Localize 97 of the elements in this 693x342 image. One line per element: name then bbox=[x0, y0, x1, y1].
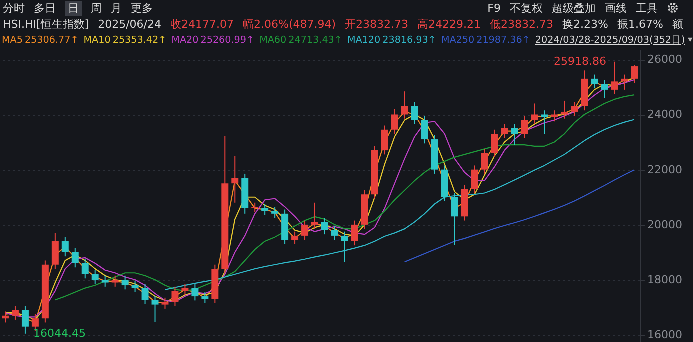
candlestick bbox=[491, 129, 498, 158]
y-tick-label: 16000 bbox=[648, 328, 682, 342]
candlestick bbox=[102, 275, 109, 288]
candlestick bbox=[451, 192, 458, 246]
annotation: 16044.45 bbox=[33, 326, 86, 340]
text: 低23832.73 bbox=[490, 16, 554, 32]
text: MA10 bbox=[84, 34, 111, 46]
candlestick bbox=[272, 206, 279, 219]
text: 超级叠加 bbox=[552, 0, 596, 16]
candlestick bbox=[302, 220, 309, 241]
text: 画线 bbox=[605, 0, 627, 16]
candlestick bbox=[501, 124, 508, 139]
candlestick bbox=[351, 220, 358, 246]
candlestick bbox=[292, 231, 299, 245]
candlestick bbox=[591, 74, 598, 90]
text: 换2.23% bbox=[562, 16, 608, 32]
line-series bbox=[54, 94, 636, 301]
candlestick bbox=[541, 110, 548, 135]
candlestick bbox=[152, 295, 159, 323]
line-series bbox=[404, 170, 636, 263]
text: 额 bbox=[672, 16, 684, 32]
candlestick bbox=[2, 311, 9, 324]
candlestick bbox=[192, 284, 199, 302]
candlestick bbox=[182, 284, 189, 296]
candlestick bbox=[381, 125, 388, 156]
candlestick bbox=[481, 148, 488, 174]
candlestick bbox=[12, 306, 19, 320]
text: 不复权 bbox=[510, 0, 543, 16]
text: 21987.36↑ bbox=[476, 34, 530, 46]
text: 振1.67% bbox=[617, 16, 664, 32]
text: 开23832.73 bbox=[345, 16, 409, 32]
y-tick-label: 22000 bbox=[648, 163, 682, 176]
candlestick bbox=[601, 80, 608, 99]
text: 23816.93↑ bbox=[382, 34, 436, 46]
candlestick bbox=[232, 156, 239, 204]
candlestick bbox=[551, 110, 558, 122]
candlestick bbox=[172, 286, 179, 307]
text: 多日 bbox=[34, 0, 56, 16]
candlestick bbox=[341, 231, 348, 263]
candlestick bbox=[112, 275, 119, 288]
candlestick bbox=[62, 236, 69, 258]
candlestick bbox=[471, 165, 478, 194]
candlestick bbox=[132, 280, 139, 293]
text: 日 bbox=[65, 0, 82, 16]
candlestick bbox=[631, 64, 638, 84]
text: MA60 bbox=[260, 34, 287, 46]
candlestick bbox=[322, 218, 328, 236]
candlestick bbox=[142, 284, 149, 305]
text: 2025/06/24 bbox=[98, 18, 162, 30]
y-tick-label: 18000 bbox=[648, 274, 682, 287]
candlestick bbox=[521, 116, 528, 139]
candlestick bbox=[252, 202, 259, 214]
candlestick bbox=[262, 204, 269, 216]
text: HSI.HI[恒生指数] bbox=[3, 16, 90, 32]
text: 月 bbox=[111, 0, 122, 16]
candlestick bbox=[202, 292, 209, 304]
y-tick-label: 20000 bbox=[648, 218, 682, 232]
candlestick bbox=[22, 306, 29, 334]
text: 25353.42↑ bbox=[112, 34, 167, 46]
text: 收24177.07 bbox=[170, 16, 234, 32]
candlestick bbox=[72, 248, 79, 268]
candlestick bbox=[571, 102, 578, 117]
text: MA20 bbox=[172, 34, 199, 46]
candlestick bbox=[331, 226, 338, 241]
text: 24713.43↑ bbox=[288, 34, 342, 46]
line-series bbox=[164, 119, 636, 290]
candlestick bbox=[312, 202, 318, 230]
candlestick bbox=[511, 124, 518, 146]
candlestick bbox=[561, 100, 568, 120]
text: 高24229.21 bbox=[418, 16, 482, 32]
candlestick bbox=[92, 270, 99, 285]
y-tick-label: 26000 bbox=[648, 53, 682, 66]
candlestick bbox=[531, 103, 538, 125]
text: 2024/03/28-2025/09/03(352日) bbox=[535, 34, 686, 46]
text: MA5 bbox=[2, 34, 23, 46]
candlestick bbox=[391, 108, 398, 135]
candlestick bbox=[52, 232, 59, 270]
candlestick bbox=[421, 116, 428, 144]
candlestick bbox=[82, 258, 89, 280]
text: 工具 bbox=[636, 0, 658, 16]
text: 幅2.06%(487.94) bbox=[243, 16, 336, 32]
text: MA120 bbox=[347, 34, 381, 46]
text: 周 bbox=[91, 0, 102, 16]
text: 25260.99↑ bbox=[200, 34, 255, 46]
text: 分时 bbox=[3, 0, 25, 16]
text: F9 bbox=[488, 2, 501, 14]
text: 25306.77↑ bbox=[24, 34, 79, 46]
text: 更多 bbox=[131, 0, 153, 16]
annotation: 25918.86 bbox=[554, 54, 607, 68]
candlestick bbox=[621, 74, 628, 90]
candlestick bbox=[611, 61, 618, 95]
candlestick bbox=[162, 297, 169, 310]
y-tick-label: 24000 bbox=[648, 108, 682, 122]
candlestick bbox=[401, 91, 408, 120]
text: MA250 bbox=[441, 34, 475, 46]
candlestick bbox=[122, 275, 129, 290]
candlestick bbox=[411, 102, 418, 125]
